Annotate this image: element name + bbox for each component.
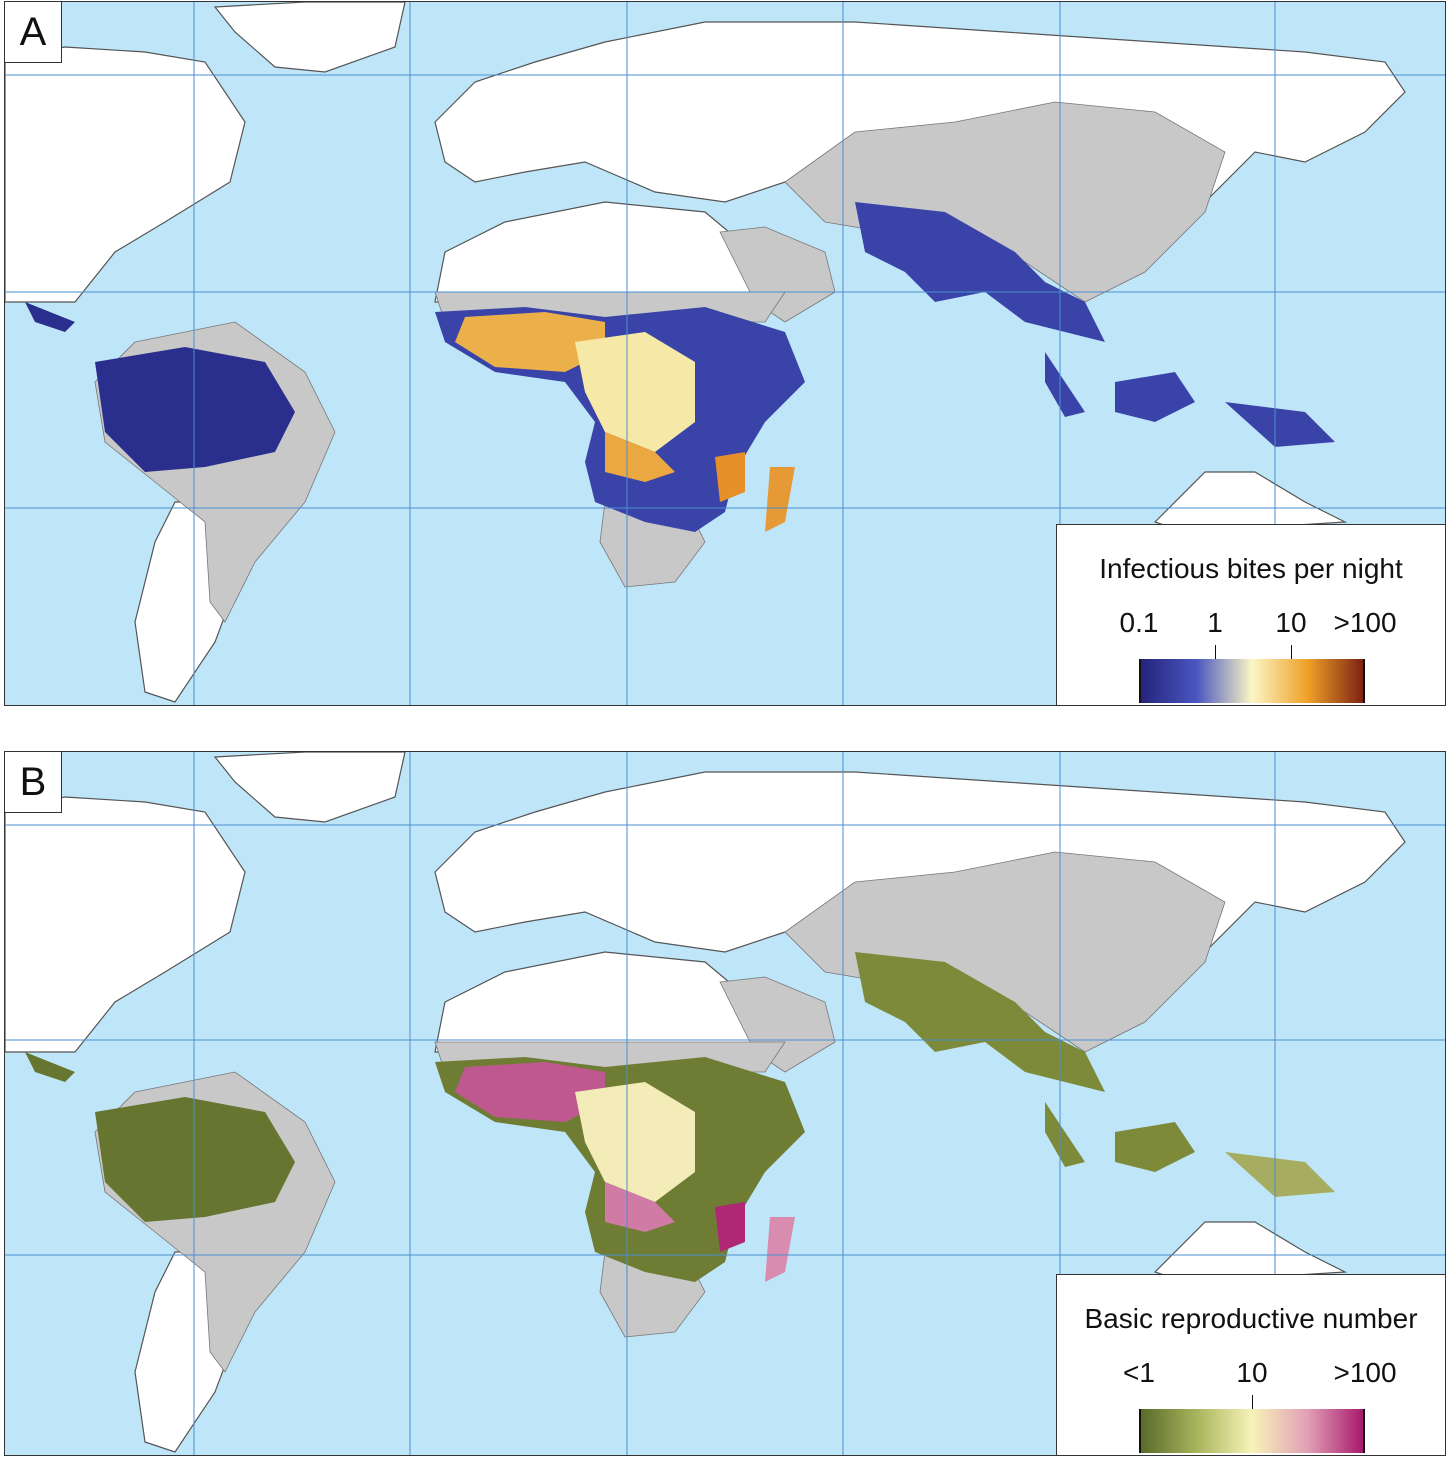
colorbar bbox=[1139, 659, 1365, 703]
tick-mark bbox=[1291, 645, 1292, 659]
graticule bbox=[5, 2, 1445, 705]
tick-label: 1 bbox=[1207, 607, 1223, 638]
tick-label: 10 bbox=[1275, 607, 1307, 638]
panel-label: B bbox=[5, 752, 62, 813]
legend: Infectious bites per night 0.1 1 10 >100 bbox=[1056, 524, 1445, 705]
legend-title: Infectious bites per night bbox=[1099, 553, 1403, 584]
colorbar bbox=[1139, 1409, 1365, 1453]
tick-mark bbox=[1215, 645, 1216, 659]
tick-label: >100 bbox=[1333, 1357, 1397, 1388]
tick-label: 0.1 bbox=[1119, 607, 1159, 638]
panel-label: A bbox=[5, 2, 62, 63]
intensity-layer-a bbox=[25, 202, 1335, 532]
world-map-b bbox=[5, 752, 1445, 1455]
legend-title: Basic reproductive number bbox=[1084, 1303, 1418, 1334]
legend: Basic reproductive number <1 10 >100 bbox=[1056, 1274, 1445, 1455]
tick-label: <1 bbox=[1123, 1357, 1155, 1388]
tick-mark bbox=[1252, 1395, 1253, 1409]
intensity-layer-b bbox=[25, 952, 1335, 1282]
tick-label: 10 bbox=[1236, 1357, 1268, 1388]
map-panel-b: B Basic reproductive number <1 10 >100 bbox=[4, 751, 1446, 1456]
tick-label: >100 bbox=[1333, 607, 1397, 638]
world-map-a bbox=[5, 2, 1445, 705]
map-panel-a: A Infectious bites per night 0.1 1 10 >1… bbox=[4, 1, 1446, 706]
